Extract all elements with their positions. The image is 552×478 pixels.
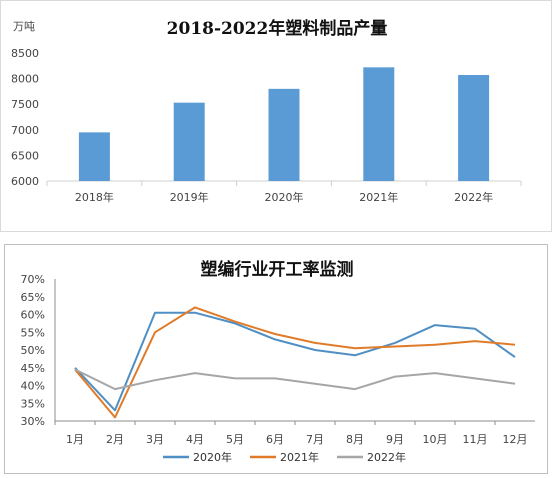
- x-tick-label: 5月: [226, 433, 244, 446]
- x-tick-label: 2019年: [170, 190, 209, 204]
- x-tick-label: 8月: [346, 433, 364, 446]
- y-tick-label: 55%: [21, 326, 45, 339]
- legend-label: 2021年: [280, 450, 319, 464]
- y-tick-label: 6000: [11, 175, 39, 188]
- y-tick-label: 8000: [11, 73, 39, 86]
- bar: [363, 67, 395, 181]
- x-tick-label: 2月: [106, 433, 124, 446]
- y-tick-label: 6500: [11, 149, 39, 162]
- series-line-2021年: [74, 306, 516, 419]
- x-tick-label: 1月: [66, 433, 84, 446]
- x-tick-label: 12月: [503, 433, 528, 446]
- x-tick-label: 2018年: [75, 190, 114, 204]
- x-tick-label: 2022年: [454, 190, 493, 204]
- bar: [268, 88, 300, 181]
- y-tick-label: 7500: [11, 98, 39, 111]
- series-line-2020年: [74, 311, 516, 412]
- x-tick-label: 10月: [423, 433, 448, 446]
- x-tick-label: 11月: [463, 433, 488, 446]
- series-line-2022年: [74, 368, 516, 391]
- line-chart-panel: 塑编行业开工率监测 30% 35% 40% 45% 50% 55% 60% 65% 70% 1月 2月…: [4, 244, 548, 474]
- bar: [173, 102, 205, 181]
- x-tick-label: 2021年: [359, 190, 398, 204]
- y-tick-label: 40%: [21, 380, 45, 393]
- y-tick-label: 35%: [21, 397, 45, 410]
- bar: [78, 132, 110, 181]
- bar-chart-title: 2018-2022年塑料制品产量: [167, 18, 388, 39]
- y-tick-label: 60%: [21, 309, 45, 322]
- legend-label: 2020年: [193, 450, 232, 464]
- y-tick-label: 70%: [21, 273, 45, 286]
- legend-label: 2022年: [367, 450, 406, 464]
- bar: [458, 75, 490, 181]
- x-tick-label: 6月: [266, 433, 284, 446]
- line-chart: 塑编行业开工率监测 30% 35% 40% 45% 50% 55% 60% 65% 70% 1月 2月…: [21, 259, 535, 464]
- bar-chart: 2018-2022年塑料制品产量 万吨 6000 6500 7000 7500 8000 85…: [11, 18, 522, 204]
- x-tick-label: 2020年: [265, 190, 304, 204]
- y-tick-label: 65%: [21, 291, 45, 304]
- line-chart-title: 塑编行业开工率监测: [201, 259, 354, 280]
- x-tick-label: 7月: [306, 433, 324, 446]
- x-tick-label: 9月: [386, 433, 404, 446]
- y-axis-unit-label: 万吨: [13, 20, 35, 33]
- y-tick-label: 50%: [21, 344, 45, 357]
- y-tick-label: 7000: [11, 124, 39, 137]
- x-tick-label: 4月: [186, 433, 204, 446]
- y-tick-label: 45%: [21, 362, 45, 375]
- bar-chart-panel: 2018-2022年塑料制品产量 万吨 6000 6500 7000 7500 8000 85…: [0, 0, 552, 232]
- y-tick-label: 8500: [11, 47, 39, 60]
- x-tick-label: 3月: [146, 433, 164, 446]
- y-tick-label: 30%: [21, 415, 45, 428]
